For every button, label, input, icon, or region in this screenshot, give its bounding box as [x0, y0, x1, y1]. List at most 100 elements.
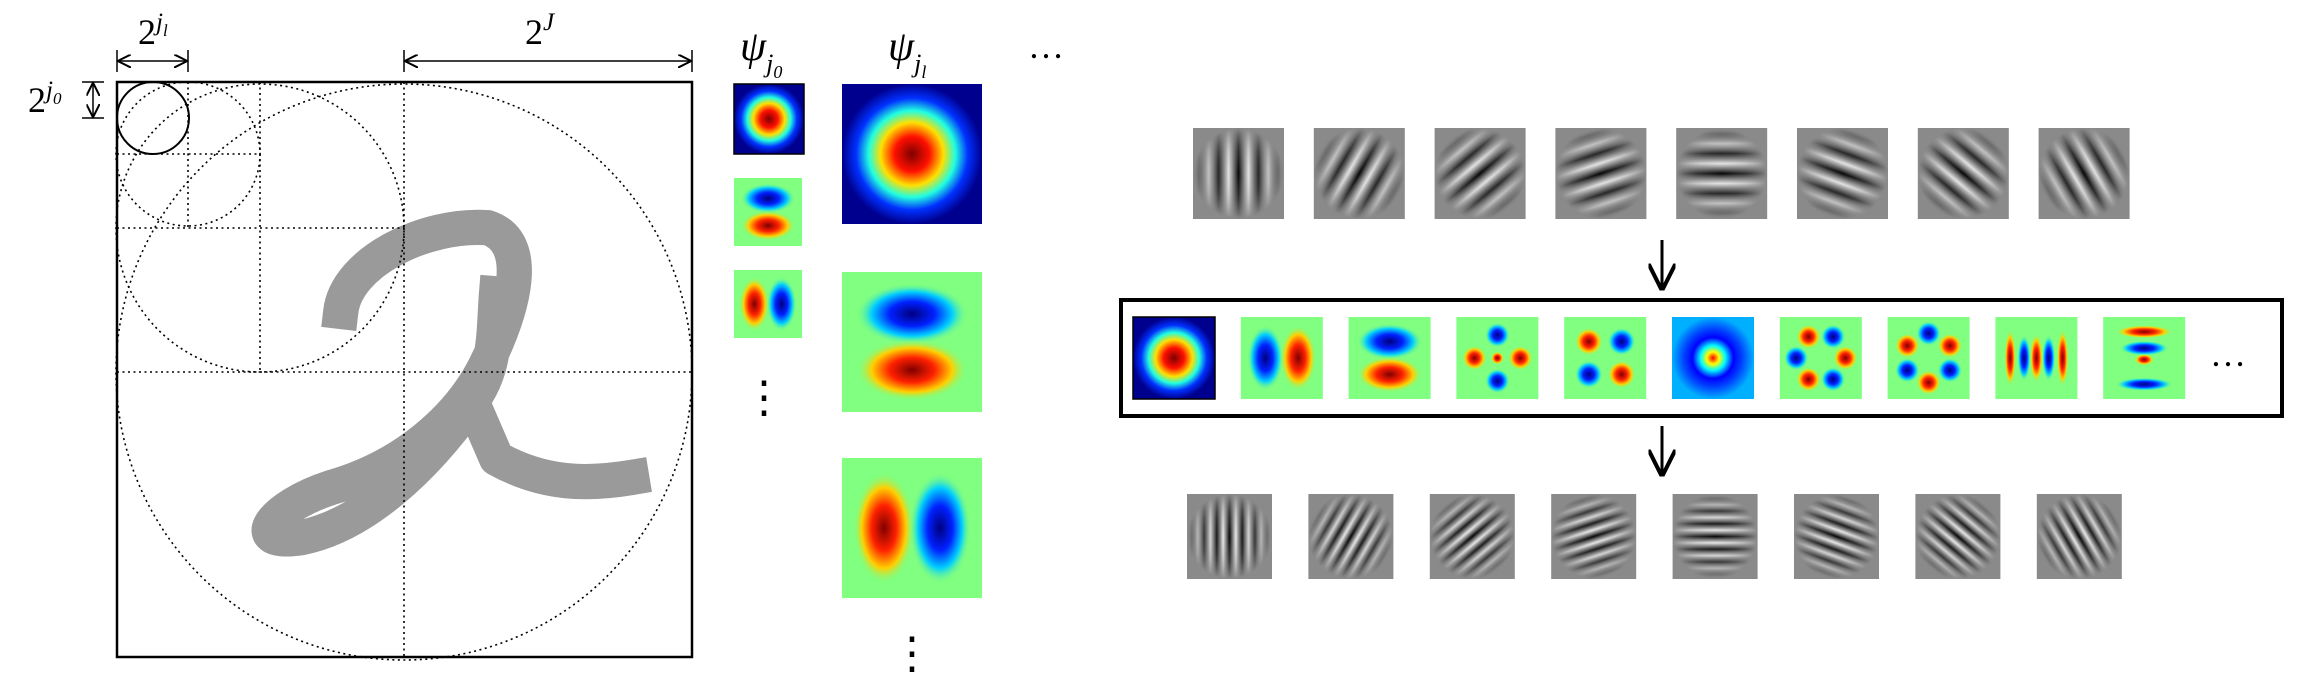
ellipsis: …	[1028, 26, 1064, 66]
filter-tile	[1887, 317, 1970, 399]
tile-stripes	[1313, 128, 1405, 219]
tile-blob	[734, 84, 804, 154]
filter-tile	[1779, 317, 1862, 399]
filter-tile	[1995, 317, 2078, 399]
tile-lobe	[2042, 335, 2056, 381]
gabor-tile	[1429, 494, 1515, 579]
tile-lobe	[1356, 323, 1423, 360]
tile-stripes	[1794, 494, 1879, 579]
digit	[251, 209, 652, 557]
sup: j	[43, 77, 53, 104]
sub: j	[763, 49, 773, 78]
tile-lobe	[1820, 367, 1846, 392]
tile-lobe	[740, 183, 796, 214]
filter-tile	[842, 84, 982, 224]
tile-lobe	[1894, 358, 1920, 383]
tile-lobe	[1607, 360, 1636, 389]
tile-lobe	[1247, 325, 1284, 391]
gabor-tile	[1915, 494, 2001, 579]
tile-lobe	[2017, 335, 2031, 381]
symbol: ψ	[888, 24, 915, 70]
tile-stripes	[1187, 494, 1272, 579]
tile-lobe	[1783, 345, 1809, 371]
tile-lobe	[1490, 351, 1504, 365]
tile-lobe	[766, 276, 797, 332]
tile-lobe	[1796, 367, 1821, 392]
annotation: 2J	[525, 9, 556, 52]
tile-lobe	[2115, 325, 2173, 339]
column-label: ψj0	[740, 24, 782, 82]
gabor-tile	[2036, 494, 2122, 579]
tile-lobe	[1796, 324, 1821, 349]
filter-tile	[1240, 317, 1323, 399]
sup: j	[153, 9, 163, 36]
tile-stripes	[1915, 494, 2001, 579]
image-panel	[115, 80, 694, 661]
sub: 0	[53, 89, 62, 108]
tile-stripes	[1555, 128, 1647, 219]
base: 2	[28, 80, 46, 120]
gabor-tile	[1187, 494, 1272, 579]
tile-lobe	[2134, 353, 2155, 366]
tile-stripes	[1308, 494, 1394, 579]
tile-stripes	[1429, 494, 1515, 579]
filter-tile	[842, 272, 982, 412]
filter-tile	[2103, 317, 2186, 399]
tile-lobe	[2029, 333, 2043, 383]
gabor-tile	[1794, 494, 1879, 579]
tile-lobe	[1485, 322, 1510, 348]
tile-lobe	[856, 339, 968, 401]
tile-lobe	[1485, 368, 1510, 394]
sup: J	[543, 9, 556, 36]
annotation: 2j0	[28, 77, 62, 120]
column-label: ψjl	[888, 24, 926, 82]
subsub: l	[921, 62, 926, 82]
tile-lobe	[1894, 333, 1920, 359]
tile-frame	[1132, 316, 1216, 400]
tile-stripes	[2036, 494, 2122, 579]
gabor-tile	[1917, 128, 2009, 219]
gabor-tile	[1308, 494, 1394, 579]
tile-lobe	[1937, 358, 1963, 383]
sub: j	[911, 49, 921, 78]
tile-lobe	[1462, 345, 1487, 371]
filter-tile	[734, 178, 802, 246]
gabor-tile	[1551, 494, 1637, 579]
tile-lobe	[1574, 327, 1603, 356]
tile-lobe	[2115, 377, 2173, 391]
gabor-tile	[1313, 128, 1405, 219]
gabor-tile	[1797, 128, 1888, 219]
tile-lobe	[1916, 370, 1941, 395]
gabor-tile	[1676, 128, 1768, 219]
vertical-ellipsis: ⋮	[890, 629, 934, 678]
filter-tile	[1132, 316, 1216, 400]
sub: l	[163, 21, 168, 40]
filter-tile	[842, 458, 982, 598]
tile-lobe	[1833, 345, 1858, 371]
filter-tile	[1564, 317, 1647, 399]
gabor-tile	[1193, 128, 1284, 219]
tile-stripes	[1551, 494, 1637, 579]
tile-stripes	[1672, 494, 1758, 579]
tile-stripes	[2038, 128, 2130, 219]
filter-tile	[734, 270, 802, 338]
gabor-tile	[1672, 494, 1758, 579]
filter-tile	[733, 83, 805, 155]
filter-tile	[1456, 317, 1539, 399]
gabor-tile	[1434, 128, 1526, 219]
tile-bg	[1564, 317, 1647, 399]
tile-lobe	[2119, 340, 2169, 356]
tile-lobe	[1280, 325, 1317, 391]
base: 2	[525, 12, 543, 52]
tile-stripes	[1797, 128, 1888, 219]
tile-blob	[1133, 317, 1215, 399]
receptive-circle	[116, 81, 190, 155]
gabor-tile	[1555, 128, 1647, 219]
annotation: 2jl	[138, 9, 168, 52]
filter-tile	[1348, 317, 1431, 399]
tile-stripes	[1917, 128, 2009, 219]
ellipsis: …	[2210, 334, 2246, 374]
tile-frame	[733, 83, 805, 155]
tile-lobe	[1508, 345, 1533, 371]
tile-lobe	[856, 283, 968, 345]
